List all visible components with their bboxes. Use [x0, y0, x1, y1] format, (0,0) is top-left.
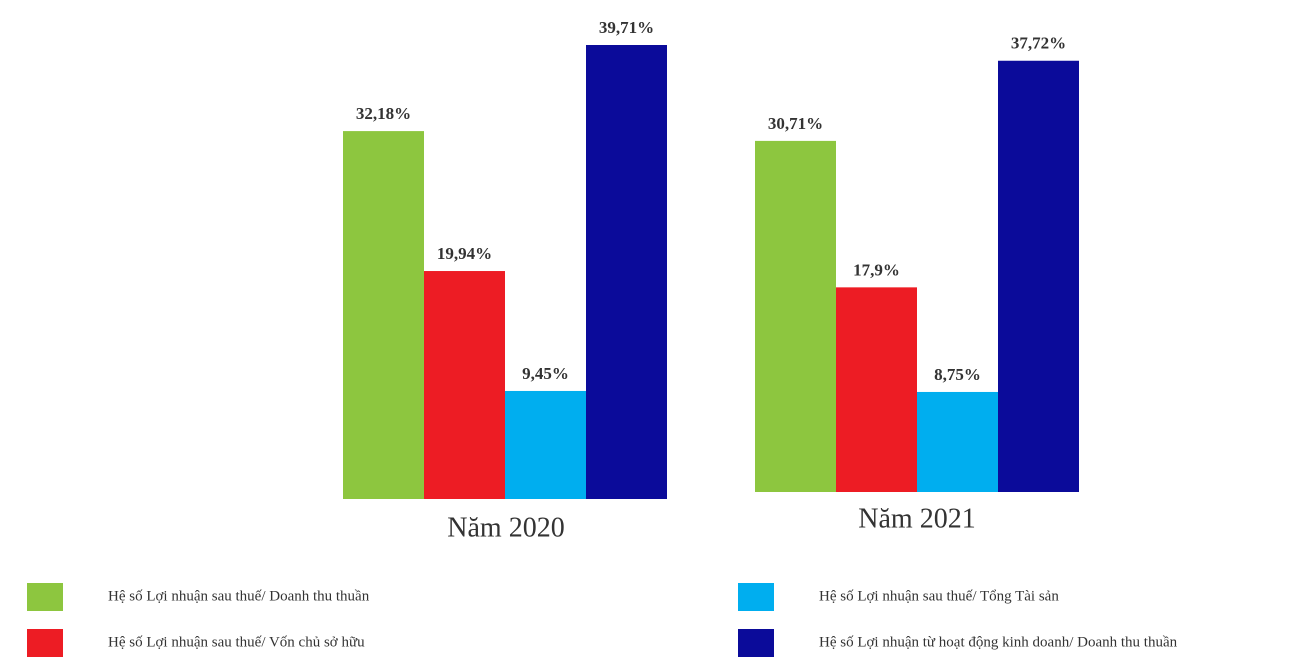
value-label: 17,9% [853, 260, 900, 279]
category-label: Năm 2021 [858, 503, 975, 534]
legend-label: Hệ số Lợi nhuận sau thuế/ Tổng Tài sản [819, 588, 1059, 604]
bar [505, 390, 586, 499]
bar [586, 45, 667, 499]
value-label: 30,71% [768, 114, 823, 133]
value-label: 19,94% [437, 244, 492, 263]
value-label: 37,72% [1011, 34, 1066, 53]
legend-swatch [27, 583, 63, 611]
legend-swatch [738, 629, 774, 657]
category-label: Năm 2020 [447, 512, 564, 543]
legend-swatch [27, 629, 63, 657]
bar [424, 271, 505, 499]
bar [836, 287, 917, 492]
bar [343, 131, 424, 499]
value-label: 32,18% [356, 104, 411, 123]
bar [755, 140, 836, 492]
legend-label: Hệ số Lợi nhuận từ hoạt động kinh doanh/… [819, 634, 1178, 650]
legend-swatch [738, 583, 774, 611]
bar [998, 60, 1079, 492]
legend-label: Hệ số Lợi nhuận sau thuế/ Vốn chủ sở hữu [108, 634, 365, 650]
bar [917, 391, 998, 492]
value-label: 9,45% [522, 364, 569, 383]
legend-label: Hệ số Lợi nhuận sau thuế/ Doanh thu thuầ… [108, 588, 370, 604]
value-label: 39,71% [599, 18, 654, 37]
value-label: 8,75% [934, 365, 981, 384]
